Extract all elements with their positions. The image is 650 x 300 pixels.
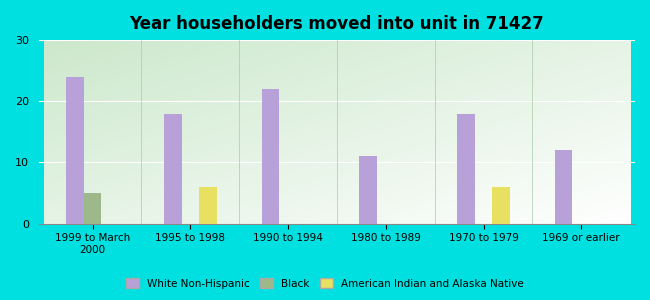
Bar [359, 156, 377, 224]
Bar [457, 113, 474, 224]
Bar [66, 77, 84, 224]
Bar [492, 187, 510, 224]
Bar [164, 113, 181, 224]
Title: Year householders moved into unit in 71427: Year householders moved into unit in 714… [129, 15, 544, 33]
Bar [84, 193, 101, 224]
Legend: White Non-Hispanic, Black, American Indian and Alaska Native: White Non-Hispanic, Black, American Indi… [124, 275, 526, 292]
Bar [262, 89, 279, 224]
Bar [555, 150, 573, 224]
Bar [199, 187, 216, 224]
